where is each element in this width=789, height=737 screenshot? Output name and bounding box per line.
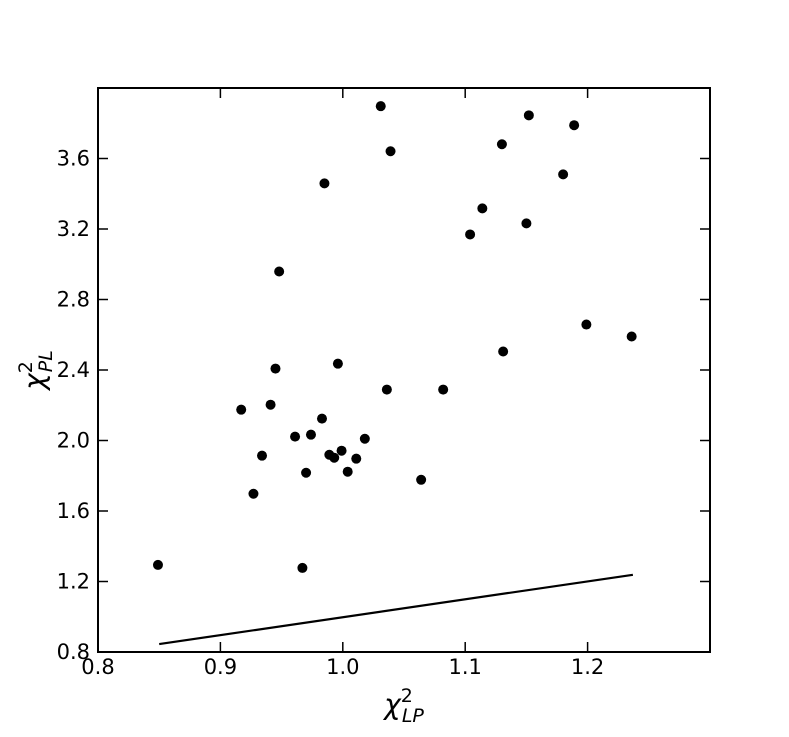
y-tick-label: 2.0 (57, 429, 90, 453)
line (159, 573, 634, 646)
point (385, 146, 396, 157)
point (270, 363, 281, 374)
point (477, 203, 488, 214)
point (342, 466, 353, 477)
point (257, 450, 268, 461)
point (498, 346, 509, 357)
point (521, 218, 532, 229)
point (438, 384, 449, 395)
point (305, 429, 316, 440)
point (359, 433, 370, 444)
x-tick-label: 0.9 (204, 655, 237, 679)
point (301, 467, 312, 478)
point (248, 488, 259, 499)
y-tick-label: 2.8 (57, 288, 90, 312)
point (274, 266, 285, 277)
xlabel-sub: LP (402, 705, 425, 727)
point (581, 319, 592, 330)
x-tick-label: 1.2 (571, 655, 604, 679)
point (336, 445, 347, 456)
point (290, 431, 301, 442)
y-tick-label: 3.6 (57, 147, 90, 171)
x-tick-label: 0.8 (81, 655, 114, 679)
plot-frame (97, 87, 711, 653)
point (375, 101, 386, 112)
point (465, 229, 476, 240)
point (265, 399, 276, 410)
point (297, 562, 308, 573)
point (152, 559, 163, 570)
point (319, 178, 330, 189)
point (236, 404, 247, 415)
y-tick-label: 1.6 (57, 499, 90, 523)
point (558, 169, 569, 180)
ylabel-sub: PL (35, 350, 57, 372)
y-tick-label: 3.2 (57, 217, 90, 241)
ylabel-base: χ (18, 372, 51, 392)
y-tick-label: 1.2 (57, 570, 90, 594)
point (351, 453, 362, 464)
xlabel-base: χ (382, 688, 402, 721)
x-tick-label: 1.0 (326, 655, 359, 679)
xlabel-title: χ2 LP (382, 685, 424, 727)
ylabel-sup: 2 (15, 361, 37, 373)
point (316, 413, 327, 424)
point (523, 110, 534, 121)
point (329, 452, 340, 463)
x-tick-label: 1.1 (448, 655, 481, 679)
point (332, 358, 343, 369)
ylabel-title: χ2PL (15, 350, 57, 392)
point (626, 331, 637, 342)
point (381, 384, 392, 395)
point (496, 139, 507, 150)
y-tick-label: 2.4 (57, 358, 90, 382)
xlabel-sup: 2 (401, 685, 413, 707)
y-tick-label: 0.8 (57, 640, 90, 664)
point (416, 474, 427, 485)
point (569, 120, 580, 131)
